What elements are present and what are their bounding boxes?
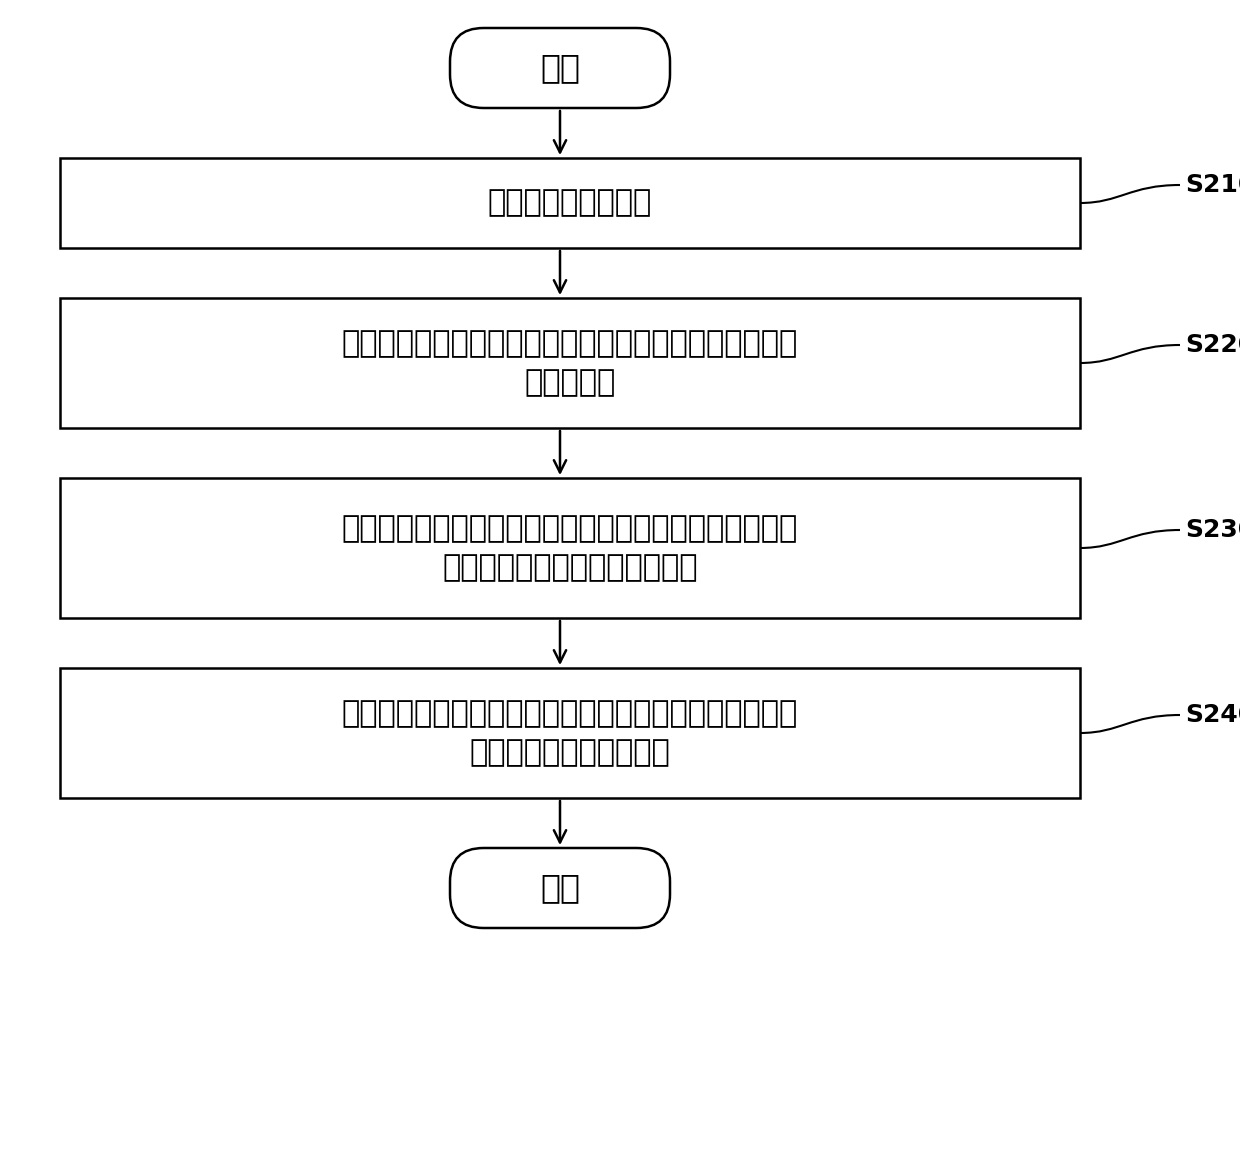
Bar (60, 298, 1080, 428)
Text: 弧的屈光度: 弧的屈光度 (525, 369, 615, 397)
FancyBboxPatch shape (450, 848, 670, 928)
Text: 获得角膜地形图数据: 获得角膜地形图数据 (487, 189, 652, 217)
Text: 结束: 结束 (539, 872, 580, 904)
Text: 根据计算出的角膜的定位弧的屈光度和角膜偏心率计算出: 根据计算出的角膜的定位弧的屈光度和角膜偏心率计算出 (342, 513, 799, 543)
FancyBboxPatch shape (450, 28, 670, 109)
Text: S210: S210 (1185, 173, 1240, 197)
Bar (60, 158, 1080, 249)
Text: 应的角膜塑形镜进行试戴: 应的角膜塑形镜进行试戴 (470, 739, 671, 767)
Text: S240: S240 (1185, 703, 1240, 727)
Bar (60, 478, 1080, 619)
Text: 开始: 开始 (539, 51, 580, 84)
Bar (60, 668, 1080, 798)
Text: S230: S230 (1185, 518, 1240, 541)
Text: S220: S220 (1185, 333, 1240, 357)
Text: 根据所述角膜地形图数据与预设修正値计算出角膜的定位: 根据所述角膜地形图数据与预设修正値计算出角膜的定位 (342, 329, 799, 358)
Text: 试戴的角膜塑形镜的目标屈光度: 试戴的角膜塑形镜的目标屈光度 (443, 553, 698, 582)
Text: 输出所述目标屈光度，并提示基于所述目标屈光度选择对: 输出所述目标屈光度，并提示基于所述目标屈光度选择对 (342, 699, 799, 728)
